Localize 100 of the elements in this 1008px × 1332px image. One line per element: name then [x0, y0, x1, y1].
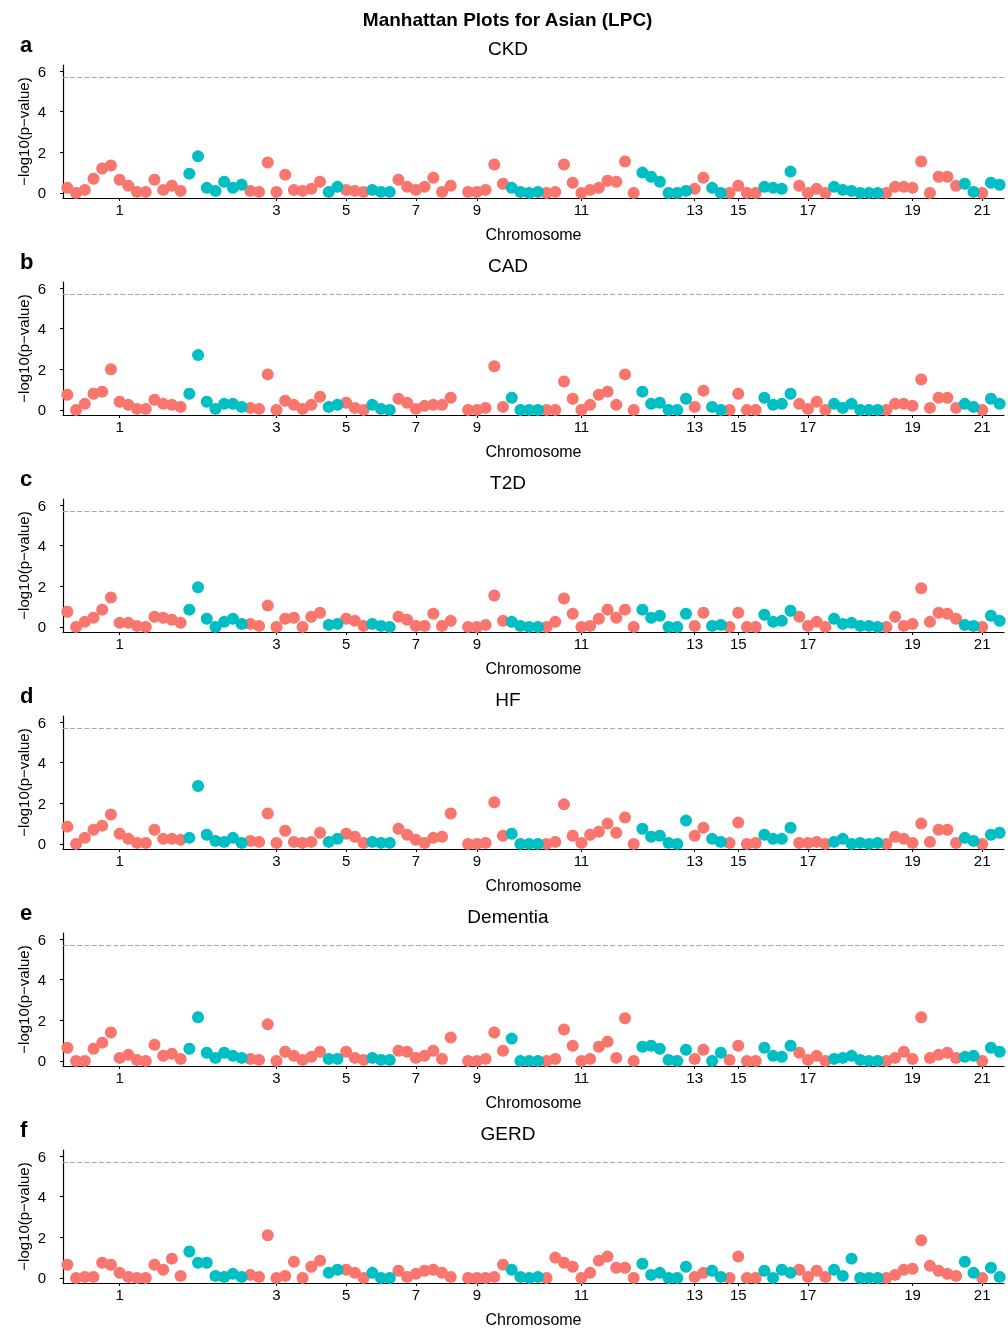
x-tick-label: 1	[115, 418, 124, 435]
point	[775, 397, 788, 410]
x-tick-label: 11	[573, 1069, 590, 1086]
x-tick-label: 15	[729, 1069, 747, 1086]
text: c	[20, 465, 33, 491]
x-tick-label: 9	[472, 418, 482, 435]
x-tick-label: 7	[411, 635, 421, 652]
x-tick-label: 7	[411, 418, 421, 435]
x-tick-label: 7	[411, 852, 421, 869]
y-axis-title: −log10(p−value)	[15, 294, 32, 403]
point	[235, 178, 248, 191]
y-tick-label: 0	[37, 184, 46, 202]
point	[183, 603, 196, 616]
y-tick-label: 4	[37, 971, 46, 989]
x-tick-label: 13	[686, 1286, 704, 1303]
x-tick-label: 9	[472, 1069, 482, 1086]
x-axis-title: Chromosome	[485, 225, 582, 243]
text: b	[20, 248, 34, 274]
point	[366, 1266, 379, 1279]
x-tick-label: 9	[472, 201, 482, 218]
point	[967, 619, 980, 632]
point	[183, 387, 196, 400]
point	[993, 1045, 1006, 1058]
point	[331, 832, 344, 845]
point	[192, 1011, 205, 1024]
text: a	[20, 31, 33, 57]
point	[653, 1266, 666, 1279]
text: d	[20, 682, 34, 708]
point	[958, 1255, 971, 1268]
point	[192, 349, 205, 362]
point	[993, 178, 1006, 191]
x-tick-label: 1	[115, 635, 124, 652]
point	[993, 826, 1006, 839]
x-tick-label: 17	[799, 201, 817, 218]
point	[505, 1032, 518, 1045]
y-tick-label: 6	[37, 1147, 46, 1165]
point	[784, 165, 797, 178]
point	[784, 604, 797, 617]
point	[226, 831, 239, 844]
x-tick-label: 15	[729, 1286, 747, 1303]
point	[984, 609, 997, 622]
x-tick-label: 11	[573, 201, 590, 218]
y-tick-label: 0	[37, 401, 46, 419]
point	[331, 1263, 344, 1276]
x-tick-label: 9	[472, 1286, 482, 1303]
x-tick-label: 5	[342, 1069, 351, 1086]
x-tick-label: 13	[686, 852, 704, 869]
x-axis-title: Chromosome	[485, 659, 582, 677]
y-tick-label: 0	[37, 835, 46, 853]
x-tick-label: 21	[973, 201, 991, 218]
chart-title: GERD	[480, 1123, 536, 1144]
x-tick-label: 21	[973, 635, 991, 652]
x-tick-label: 7	[411, 201, 421, 218]
point	[636, 1257, 649, 1270]
point	[200, 612, 213, 625]
x-tick-label: 19	[904, 1069, 921, 1086]
point	[383, 403, 396, 416]
point	[235, 1270, 248, 1283]
point	[967, 1266, 980, 1279]
point	[679, 607, 692, 620]
x-tick-label: 19	[904, 635, 921, 652]
point	[784, 387, 797, 400]
point	[200, 828, 213, 841]
point	[653, 1042, 666, 1055]
y-tick-label: 4	[37, 537, 46, 555]
point	[679, 392, 692, 405]
x-axis-title: Chromosome	[485, 876, 582, 894]
point	[235, 400, 248, 413]
point	[636, 385, 649, 398]
x-tick-label: 19	[904, 201, 921, 218]
y-tick-label: 6	[37, 930, 46, 948]
x-tick-label: 3	[272, 852, 281, 869]
point	[836, 832, 849, 845]
point	[192, 150, 205, 163]
y-tick-label: 4	[37, 320, 46, 338]
point	[993, 614, 1006, 627]
chart-title: CAD	[487, 255, 529, 276]
point	[706, 181, 719, 194]
y-tick-label: 6	[37, 279, 46, 297]
chart-title: CKD	[487, 38, 529, 59]
point	[836, 401, 849, 414]
x-tick-label: 15	[729, 635, 747, 652]
x-tick-label: 3	[272, 1286, 281, 1303]
point	[758, 608, 771, 621]
x-tick-label: 1	[115, 1286, 124, 1303]
x-tick-label: 19	[904, 418, 921, 435]
y-tick-label: 2	[37, 577, 46, 595]
point	[645, 170, 658, 183]
point	[218, 835, 231, 848]
y-axis-title: −log10(p−value)	[15, 77, 32, 186]
text: f	[20, 1116, 28, 1142]
point	[714, 1046, 727, 1059]
point	[967, 834, 980, 847]
y-tick-label: 0	[37, 1269, 46, 1287]
x-tick-label: 1	[115, 852, 124, 869]
y-tick-label: 4	[37, 1188, 46, 1206]
x-tick-label: 15	[729, 852, 747, 869]
y-tick-label: 6	[37, 62, 46, 80]
point	[671, 837, 684, 850]
x-axis-title: Chromosome	[485, 1093, 582, 1111]
